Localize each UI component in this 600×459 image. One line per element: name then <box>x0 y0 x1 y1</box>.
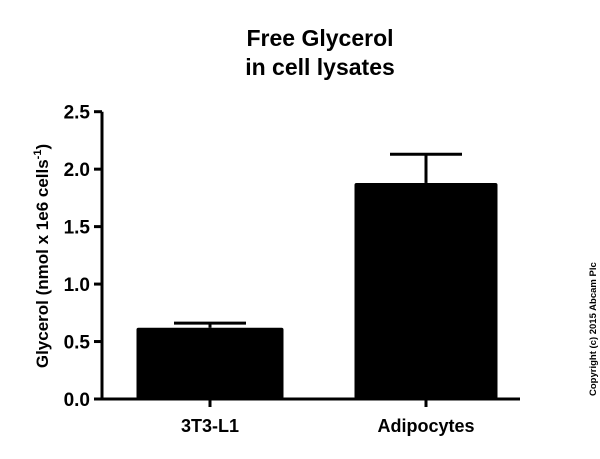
y-axis-label-close: ) <box>33 144 52 150</box>
y-tick-label: 2.0 <box>64 160 90 181</box>
y-tick-label: 1.5 <box>64 218 91 239</box>
y-tick-label: 1.0 <box>64 275 90 296</box>
x-tick-label: Adipocytes <box>377 416 474 436</box>
chart-title-line-1: Free Glycerol <box>246 25 393 51</box>
y-tick-label: 0.5 <box>64 333 91 354</box>
x-tick-label: 3T3-L1 <box>181 416 239 436</box>
y-tick-label: 0.0 <box>64 390 90 411</box>
bar-adipocytes <box>354 182 498 399</box>
y-tick-label: 2.5 <box>64 103 91 124</box>
chart-title-line-2: in cell lysates <box>245 54 395 80</box>
bar-3t3-l1 <box>136 327 284 399</box>
y-axis-label-main: Glycerol (nmol x 1e6 cells <box>33 159 52 368</box>
y-axis-label-sup: -1 <box>32 150 44 160</box>
copyright-notice: Copyright (c) 2015 Abcam Plc <box>588 262 599 396</box>
y-axis-label: Glycerol (nmol x 1e6 cells-1) <box>32 144 52 368</box>
